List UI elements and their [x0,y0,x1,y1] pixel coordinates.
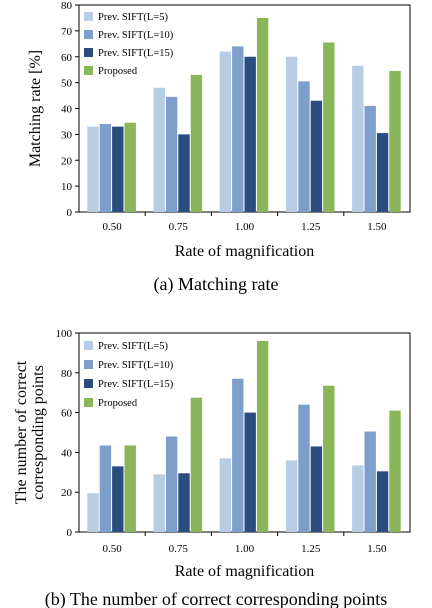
x-tick-label: 0.75 [169,221,189,233]
y-tick-label: 40 [61,447,73,459]
x-tick-label: 1.25 [301,543,321,555]
bar [99,124,112,212]
bar [298,81,310,212]
bar [165,96,178,212]
x-tick-label: 1.25 [301,221,321,233]
y-tick-label: 20 [61,155,73,167]
figure-caption: (b) The number of correct corresponding … [45,589,388,608]
figure-caption: (a) Matching rate [154,274,279,295]
bar [178,473,190,532]
bar [323,385,335,532]
bar [298,404,310,532]
x-tick-label: 0.50 [102,543,122,555]
legend-swatch [84,48,93,57]
bar [165,436,178,532]
legend-label: Prev. SIFT(L=15) [98,379,174,390]
bar [285,460,298,532]
bar [219,51,232,213]
y-axis-title: corresponding points [30,365,47,500]
legend-label: Prev. SIFT(L=10) [98,30,174,41]
y-tick-label: 70 [61,26,73,38]
legend-swatch [84,341,93,350]
bar [364,431,376,532]
bar [190,74,203,212]
bar [232,46,244,213]
x-tick-label: 1.00 [235,221,255,233]
bar [112,126,124,212]
y-tick-label: 60 [61,408,73,420]
y-tick-label: 50 [61,78,73,90]
y-tick-label: 80 [61,0,73,12]
bar [124,445,136,532]
x-axis-title: Rate of magnification [175,243,315,260]
legend-label: Proposed [98,398,138,409]
bar [244,412,256,532]
bar [178,134,190,212]
x-tick-label: 1.50 [367,543,387,555]
bar [153,87,165,212]
bar [323,42,335,212]
bar [124,122,136,212]
y-tick-label: 100 [56,328,73,340]
legend-label: Prev. SIFT(L=15) [98,48,174,59]
y-tick-label: 60 [61,52,73,64]
x-tick-label: 0.75 [169,543,189,555]
y-tick-label: 0 [67,527,73,539]
y-tick-label: 40 [61,104,73,116]
bar [256,17,269,212]
y-axis-title: The number of correct [13,360,30,504]
bar [87,493,99,532]
bar [285,56,298,212]
bar [256,340,269,532]
bar [232,378,244,532]
y-tick-label: 80 [61,368,73,380]
bar [364,105,376,212]
legend-swatch [84,379,93,388]
bar [219,458,232,532]
x-tick-label: 0.50 [102,221,122,233]
legend-label: Prev. SIFT(L=5) [98,341,168,352]
bar [87,126,99,212]
bar [310,100,323,212]
bar [376,133,389,212]
bar [310,446,323,532]
legend-swatch [84,12,93,21]
legend-label: Prev. SIFT(L=5) [98,12,168,23]
bar [352,65,364,213]
legend-label: Prev. SIFT(L=10) [98,360,174,371]
y-tick-label: 0 [67,207,73,219]
x-tick-label: 1.50 [367,221,387,233]
y-tick-label: 30 [61,129,73,141]
legend-swatch [84,30,93,39]
legend-swatch [84,66,93,75]
y-tick-label: 10 [61,181,73,193]
bar [153,474,165,532]
bar [352,465,364,532]
bar [376,471,389,532]
legend-swatch [84,360,93,369]
bar [389,70,401,212]
bar [112,466,124,532]
bar [190,397,203,532]
bar [389,410,401,532]
legend-swatch [84,398,93,407]
y-axis-title: Matching rate [%] [27,50,44,167]
x-axis-title: Rate of magnification [175,563,315,580]
y-tick-label: 20 [61,487,73,499]
legend-label: Proposed [98,66,138,77]
x-tick-label: 1.00 [235,543,255,555]
bar [99,445,112,532]
bar [244,56,256,212]
